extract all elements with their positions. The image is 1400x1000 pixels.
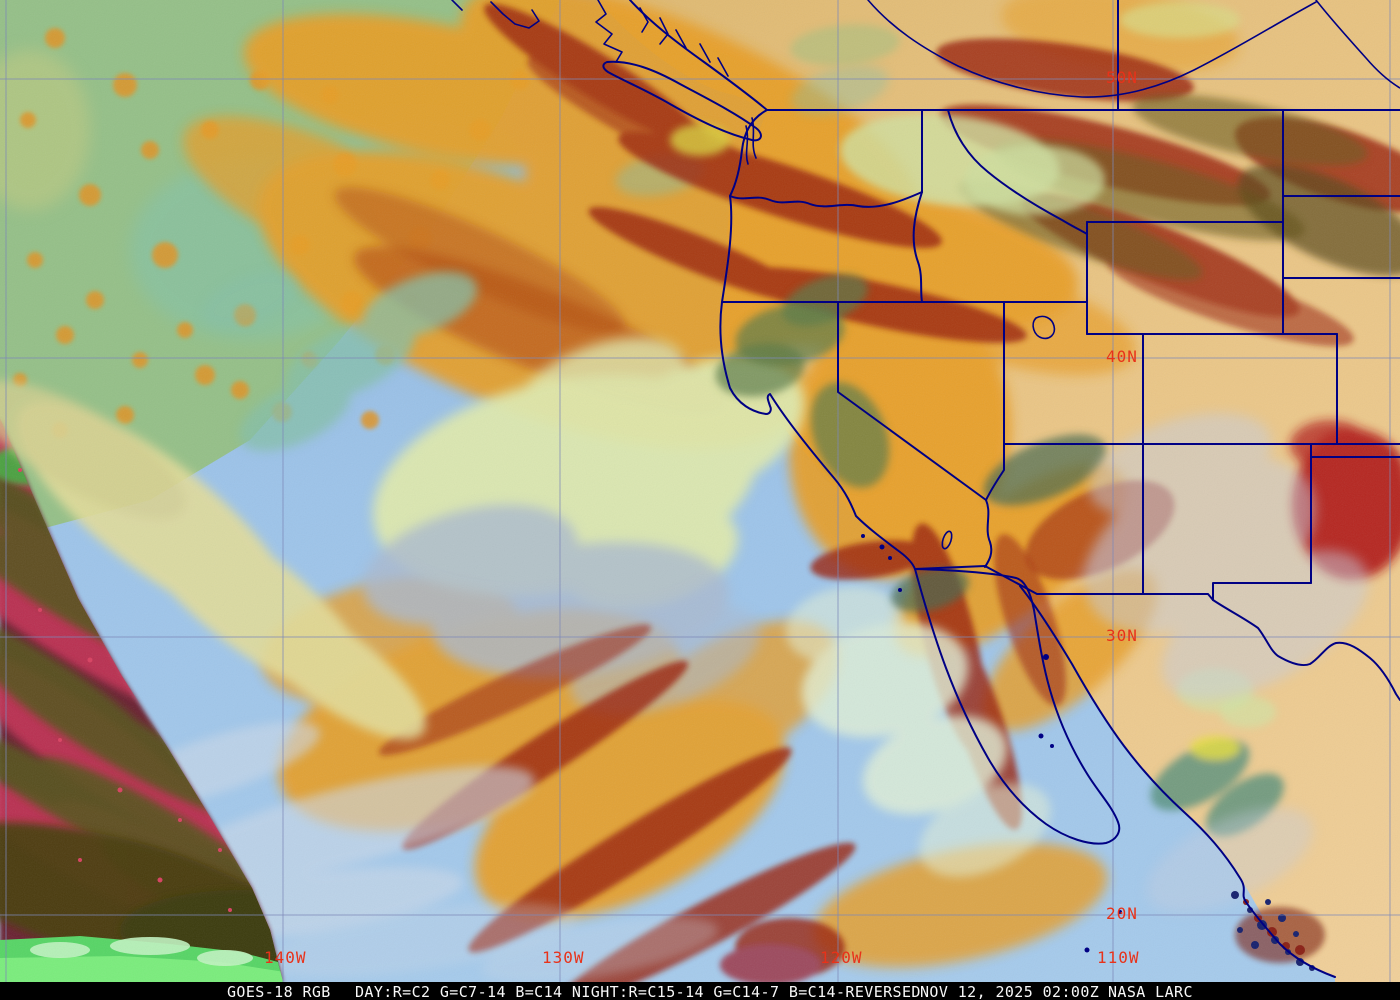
product-label: GOES-18 RGB	[227, 983, 331, 1000]
grid-label-40N: 40N	[1106, 347, 1138, 366]
grid-label-140W: 140W	[264, 948, 307, 967]
grid-label-20N: 20N	[1106, 904, 1138, 923]
island-dots	[861, 534, 1122, 953]
rgb-recipe-label: DAY:R=C2 G=C7-14 B=C14 NIGHT:R=C15-14 G=…	[355, 983, 921, 1000]
credit-label: NASA LARC	[1108, 983, 1193, 1000]
gridline-labels: 50N 40N 30N 20N 140W 130W 120W 110W	[264, 68, 1140, 967]
status-bar: GOES-18 RGB DAY:R=C2 G=C7-14 B=C14 NIGHT…	[0, 982, 1400, 1000]
grid-label-130W: 130W	[542, 948, 585, 967]
state-borders-coastlines	[451, 0, 1400, 978]
grid-label-120W: 120W	[820, 948, 863, 967]
grid-label-110W: 110W	[1097, 948, 1140, 967]
grid-label-30N: 30N	[1106, 626, 1138, 645]
datetime-label: NOV 12, 2025 02:00Z	[920, 983, 1100, 1000]
grid-label-50N: 50N	[1106, 68, 1138, 87]
